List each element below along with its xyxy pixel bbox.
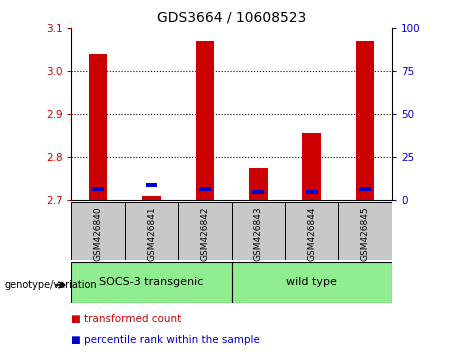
Bar xyxy=(359,187,371,192)
Bar xyxy=(125,202,178,260)
Bar xyxy=(306,190,318,194)
Text: GSM426843: GSM426843 xyxy=(254,206,263,261)
Text: genotype/variation: genotype/variation xyxy=(5,280,97,290)
Bar xyxy=(249,168,268,200)
Text: GSM426845: GSM426845 xyxy=(361,206,370,261)
Bar xyxy=(253,190,264,194)
Bar xyxy=(195,41,214,200)
Bar xyxy=(146,183,157,187)
Bar xyxy=(142,196,161,200)
Bar xyxy=(71,262,231,303)
Bar xyxy=(356,41,374,200)
Text: GSM426841: GSM426841 xyxy=(147,206,156,261)
Bar xyxy=(231,202,285,260)
Title: GDS3664 / 10608523: GDS3664 / 10608523 xyxy=(157,10,306,24)
Text: wild type: wild type xyxy=(286,277,337,287)
Text: GSM426840: GSM426840 xyxy=(94,206,103,261)
Bar xyxy=(285,202,338,260)
Text: SOCS-3 transgenic: SOCS-3 transgenic xyxy=(100,277,204,287)
Text: ■ percentile rank within the sample: ■ percentile rank within the sample xyxy=(71,335,260,345)
Bar xyxy=(199,187,211,192)
Text: ■ transformed count: ■ transformed count xyxy=(71,314,182,324)
Bar xyxy=(302,133,321,200)
Bar xyxy=(89,54,107,200)
Bar xyxy=(231,262,392,303)
Text: GSM426844: GSM426844 xyxy=(307,206,316,261)
Bar xyxy=(338,202,392,260)
Text: GSM426842: GSM426842 xyxy=(201,206,209,261)
Bar xyxy=(92,187,104,192)
Bar xyxy=(178,202,231,260)
Bar xyxy=(71,202,125,260)
